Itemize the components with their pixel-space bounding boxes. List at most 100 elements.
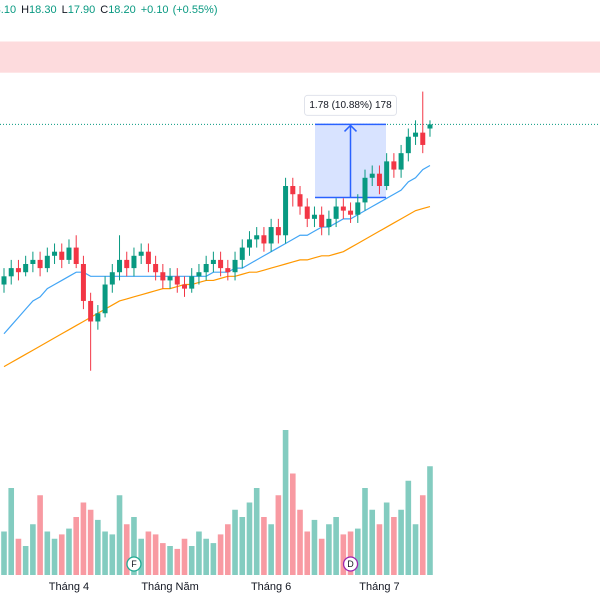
candle-body [8,268,14,277]
x-tick-label: Tháng 4 [49,581,89,593]
candle-body [254,235,260,240]
candle-body [333,206,339,219]
volume-bar [95,519,101,575]
candle-body [355,202,361,215]
candle-body [391,161,397,170]
volume-bar [15,538,22,575]
candle-body [153,264,159,273]
candle-body [37,259,43,269]
price-zone [0,41,600,73]
volume-bar [427,466,433,575]
candle-body [210,259,216,264]
candle-body [246,239,252,248]
volume-bar [398,509,404,575]
candle-body [290,186,296,195]
volume-bar [80,502,87,575]
candle-body [239,247,245,260]
event-label: F [131,559,137,569]
volume-bar [51,538,58,575]
ohlc-key: C [100,4,108,16]
volume-bar [246,502,253,575]
volume-bar [131,517,137,575]
x-tick-label: Tháng 6 [251,581,291,593]
ohlc-value: 17.90 [68,4,96,16]
volume-bar [44,531,51,575]
volume-bar [210,543,217,575]
volume-bar [152,534,159,575]
volume-bar [419,495,426,575]
candle-body [88,300,94,322]
volume-bar [87,509,94,575]
volume-bar [66,528,72,575]
volume-bar [318,538,325,575]
candle-body [73,247,79,264]
measure-arrow [343,124,358,198]
volume-bar [261,517,267,575]
candle-body [23,264,29,273]
volume-bar [369,509,376,575]
event-label: D [347,559,354,569]
candle-body [117,259,123,273]
volume-bar [239,517,246,575]
candle-body [189,276,195,289]
candle-body [44,255,50,269]
volume-bar [362,488,368,575]
candle-body [160,272,166,281]
volume-bar [145,531,152,575]
event-marker [126,556,142,572]
candle-body [283,186,289,236]
candle-body [232,259,238,273]
candle-body [182,284,187,289]
candle-body [15,268,21,273]
measure-label: 1.78 (10.88%) 178 [309,100,392,111]
volume-bar [196,531,202,575]
candle-body [109,272,115,285]
candle-body [384,161,390,186]
volume-bar [376,524,383,575]
candle-body [369,173,375,178]
candle-body [376,173,382,186]
candle-body [326,218,332,228]
event-marker [342,556,359,572]
volume-bar [217,534,224,575]
volume-bar [30,524,36,575]
volume-bar [138,538,144,575]
measure-label-box [304,94,397,116]
candle-body [405,136,411,154]
candle-body [261,235,267,244]
change: +0.10 [141,4,169,16]
volume-bar [326,524,332,575]
ohlc-value: 18.30 [29,4,57,16]
candle-body [268,227,274,244]
candle-body [275,227,281,236]
candle-body [420,132,426,145]
volume-bar [383,502,390,575]
volume-bar [304,531,311,575]
volume-bar [181,538,188,575]
candle-body [297,194,303,207]
volume-bar [160,543,166,575]
candle-body [102,284,108,314]
volume-bar [297,509,303,575]
volume-bar [123,524,130,575]
volume-bar [347,531,354,575]
candle-body [311,214,317,219]
candle-body [398,153,404,170]
x-tick-label: Tháng Năm [141,581,198,593]
candle-body [427,124,433,129]
moving-average [3,205,431,368]
ohlc-value: 18.20 [108,4,136,16]
candle-body [138,251,144,256]
volume-bar [188,546,195,575]
volume-bar [391,517,397,575]
volume-bar [1,531,7,575]
candle-body [80,264,86,301]
volume-bar [412,524,419,575]
volume-bar [275,495,282,575]
volume-bar [311,519,318,575]
candle-body [131,255,137,269]
volume-bar [333,517,339,575]
candle-body [174,276,180,285]
